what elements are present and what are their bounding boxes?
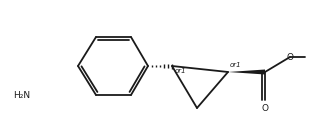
Text: O: O bbox=[286, 53, 294, 62]
Text: or1: or1 bbox=[175, 68, 187, 74]
Text: O: O bbox=[262, 104, 268, 113]
Polygon shape bbox=[228, 70, 265, 74]
Text: or1: or1 bbox=[230, 62, 241, 68]
Text: H₂N: H₂N bbox=[13, 91, 30, 100]
